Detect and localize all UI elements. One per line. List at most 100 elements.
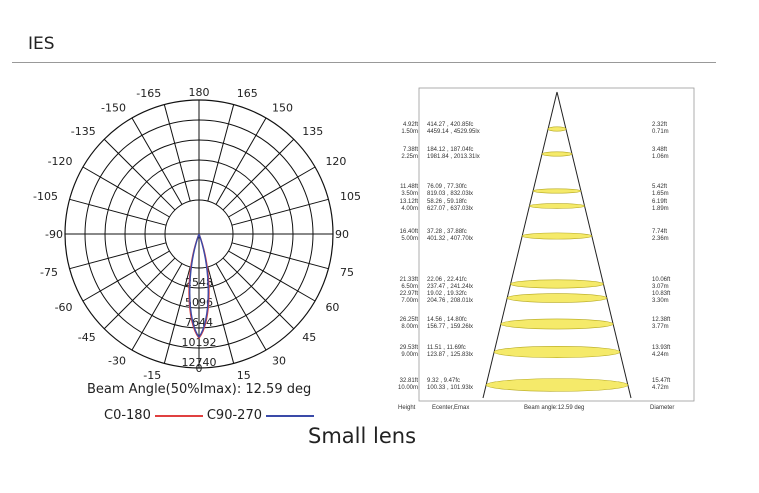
polar-angle-label: 75 [340,266,354,279]
cone-spot [506,293,608,303]
row-lx: 819.03 , 832.03lx [427,191,473,197]
row-fc: 414.27 , 420.85fc [427,122,473,128]
row-dia-m: 1.65m [652,191,669,197]
cone-spot [500,318,614,330]
footer-emax: Ecenter,Emax [432,405,469,411]
polar-spoke [69,242,167,270]
cone-frame [418,87,695,402]
polar-spoke [131,263,183,351]
polar-spoke [103,257,176,330]
row-dia-m: 1.06m [652,154,669,160]
row-lx: 1981.84 , 2013.31lx [427,154,480,160]
polar-spoke [103,138,176,211]
polar-spoke [163,104,191,202]
row-fc: 22.06 , 22.41fc [427,277,467,283]
cone-spot [529,203,585,209]
polar-angle-label: 15 [237,369,251,382]
polar-angle-label: 90 [335,228,349,241]
row-dia-ft: 15.47ft [652,378,671,384]
footer-beam: Beam angle:12.59 deg [524,405,584,411]
polar-angle-label: -105 [33,190,58,203]
row-height-m: 7.00m [401,298,418,304]
row-height-ft: 26.25ft [400,317,419,323]
row-dia-m: 0.71m [652,129,669,135]
polar-spoke [69,198,167,226]
cone-spot [510,279,604,289]
row-dia-ft: 2.32ft [652,122,667,128]
row-height-ft: 29.53ft [400,345,419,351]
row-lx: 123.87 , 125.83lx [427,352,473,358]
polar-angle-label: 180 [189,86,210,99]
legend-c90-label: C90-270 [206,408,262,423]
row-height-ft: 22.97ft [400,291,419,297]
polar-spoke [228,250,316,302]
polar-spoke [215,117,267,205]
row-height-m: 2.25m [401,154,418,160]
polar-angle-label: -120 [48,155,73,168]
beam-angle-text: Beam Angle(50%Imax): 12.59 deg [87,382,312,397]
polar-spoke [82,166,170,218]
row-height-ft: 13.12ft [400,199,419,205]
row-height-ft: 32.81ft [400,378,419,384]
legend-c0-label: C0-180 [104,408,151,423]
row-lx: 627.07 , 637.03lx [427,206,473,212]
row-height-ft: 4.92ft [403,122,418,128]
row-height-m: 1.50m [401,129,418,135]
cone-spot [493,346,621,358]
polar-angle-label: -165 [136,87,161,100]
polar-angle-label: 120 [325,155,346,168]
row-dia-ft: 10.06ft [652,277,671,283]
row-height-ft: 7.38ft [403,147,418,153]
row-dia-ft: 13.93ft [652,345,671,351]
row-height-m: 5.00m [401,236,418,242]
row-dia-ft: 10.83ft [652,291,671,297]
polar-ring-label: 2548 [185,276,213,289]
polar-angle-label: -60 [55,301,73,314]
row-dia-m: 3.07m [652,284,669,290]
legend-c90-line [265,414,314,417]
row-dia-ft: 6.19ft [652,199,667,205]
cone-spot [541,151,573,157]
row-lx: 237.47 , 241.24lx [427,284,473,290]
row-fc: 37.28 , 37.88fc [427,229,467,235]
polar-spoke [222,138,295,211]
row-height-m: 10.00m [398,385,418,391]
row-dia-ft: 7.74ft [652,229,667,235]
row-height-m: 3.50m [401,191,418,197]
polar-spoke [207,266,235,364]
row-height-ft: 11.48ft [400,184,418,190]
row-lx: 156.77 , 159.26lx [427,324,473,330]
polar-angle-label: 150 [272,102,293,115]
polar-angle-label: 0 [196,362,203,375]
polar-angle-label: -15 [143,369,161,382]
row-height-m: 4.00m [401,206,418,212]
polar-spoke [215,263,267,351]
polar-angle-label: -135 [71,125,96,138]
row-dia-ft: 5.42ft [652,184,667,190]
polar-spoke [222,257,295,330]
row-dia-ft: 12.38ft [652,317,671,323]
page-title: IES [28,34,55,54]
polar-spoke [228,166,316,218]
row-lx: 4459.14 , 4529.95lx [427,129,480,135]
polar-angle-label: 105 [340,190,361,203]
row-height-ft: 16.40ft [400,229,419,235]
cone-spot [485,378,629,392]
polar-spoke [163,266,191,364]
row-fc: 19.02 , 19.32fc [427,291,467,297]
row-lx: 100.33 , 101.93lx [427,385,473,391]
row-fc: 184.12 , 187.04fc [427,147,473,153]
row-height-ft: 21.33ft [400,277,419,283]
row-dia-m: 3.77m [652,324,669,330]
polar-spoke [231,242,329,270]
polar-angle-label: -75 [40,266,58,279]
footer-height: Height [398,405,416,411]
polar-spoke [131,117,183,205]
row-fc: 76.09 , 77.30fc [427,184,467,190]
legend-c0-line [154,414,203,417]
polar-ring-label: 5096 [185,296,213,309]
row-dia-m: 4.24m [652,352,669,358]
polar-angle-label: 60 [325,301,339,314]
polar-angle-label: 30 [272,354,286,367]
polar-angle-label: -30 [108,354,126,367]
